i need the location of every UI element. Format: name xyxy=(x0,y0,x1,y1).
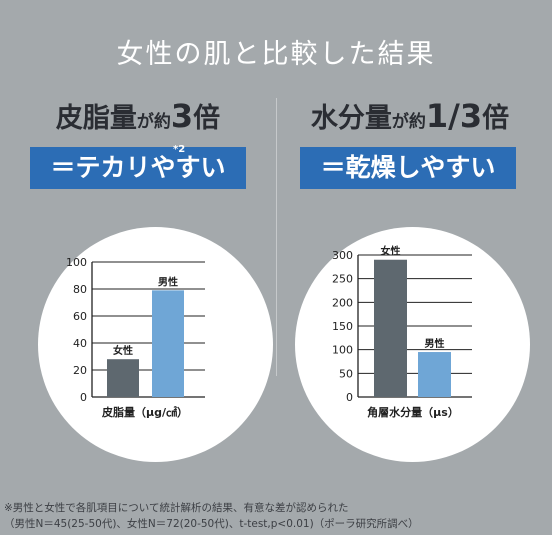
left-banner-text: ＝テカリやすい xyxy=(50,153,226,182)
sebum-tick-label: 0 xyxy=(80,391,87,404)
footnote: ※男性と女性で各肌項目について統計解析の結果、有意な差が認められた （男性N＝4… xyxy=(4,500,549,532)
left-heading-subject: 皮脂量 xyxy=(55,103,137,134)
left-banner-footnote-mark: *2 xyxy=(173,144,186,155)
sebum-tick-label: 100 xyxy=(66,256,87,269)
moisture-category-label: 男性 xyxy=(425,337,445,350)
sebum-bar-1 xyxy=(152,290,184,397)
right-chart-circle xyxy=(295,227,530,462)
left-heading-number: 3 xyxy=(170,97,194,135)
moisture-tick-label: 150 xyxy=(332,320,353,333)
left-heading: 皮脂量が約3倍 xyxy=(18,96,258,135)
left-heading-unit: 倍 xyxy=(193,103,221,134)
left-banner: ＝テカリやすい *2 xyxy=(30,144,246,189)
sebum-tick-label: 60 xyxy=(73,310,87,323)
right-heading-number: 1/3 xyxy=(425,97,483,135)
moisture-tick-label: 100 xyxy=(332,344,353,357)
moisture-category-label: 女性 xyxy=(381,245,401,258)
right-banner: ＝乾燥しやすい xyxy=(300,147,516,189)
footnote-line-1: ※男性と女性で各肌項目について統計解析の結果、有意な差が認められた xyxy=(4,502,349,514)
sebum-x-axis-label: 皮脂量（μg/㎠） xyxy=(101,405,188,419)
moisture-bar-0 xyxy=(374,259,407,397)
moisture-bar-1 xyxy=(418,352,451,397)
moisture-tick-label: 200 xyxy=(332,296,353,309)
right-heading-connector: が約 xyxy=(391,112,426,132)
sebum-category-label: 女性 xyxy=(113,344,133,357)
right-heading-subject: 水分量 xyxy=(310,103,392,134)
left-heading-connector: が約 xyxy=(136,112,171,132)
sebum-tick-label: 80 xyxy=(73,283,87,296)
sebum-category-label: 男性 xyxy=(158,275,178,288)
page-title: 女性の肌と比較した結果 xyxy=(116,39,436,70)
footnote-line-2: （男性N＝45(25-50代)、女性N＝72(20-50代)、t-test,p<… xyxy=(4,518,419,530)
right-heading-unit: 倍 xyxy=(482,103,510,134)
column-divider xyxy=(276,98,277,376)
moisture-tick-label: 50 xyxy=(339,367,353,380)
moisture-tick-label: 300 xyxy=(332,249,353,262)
sebum-tick-label: 40 xyxy=(73,337,87,350)
sebum-tick-label: 20 xyxy=(73,364,87,377)
moisture-tick-label: 0 xyxy=(346,391,353,404)
sebum-bar-0 xyxy=(107,359,139,397)
moisture-tick-label: 250 xyxy=(332,273,353,286)
moisture-x-axis-label: 角層水分量（μs） xyxy=(367,405,459,419)
right-heading: 水分量が約1/3倍 xyxy=(290,96,530,135)
